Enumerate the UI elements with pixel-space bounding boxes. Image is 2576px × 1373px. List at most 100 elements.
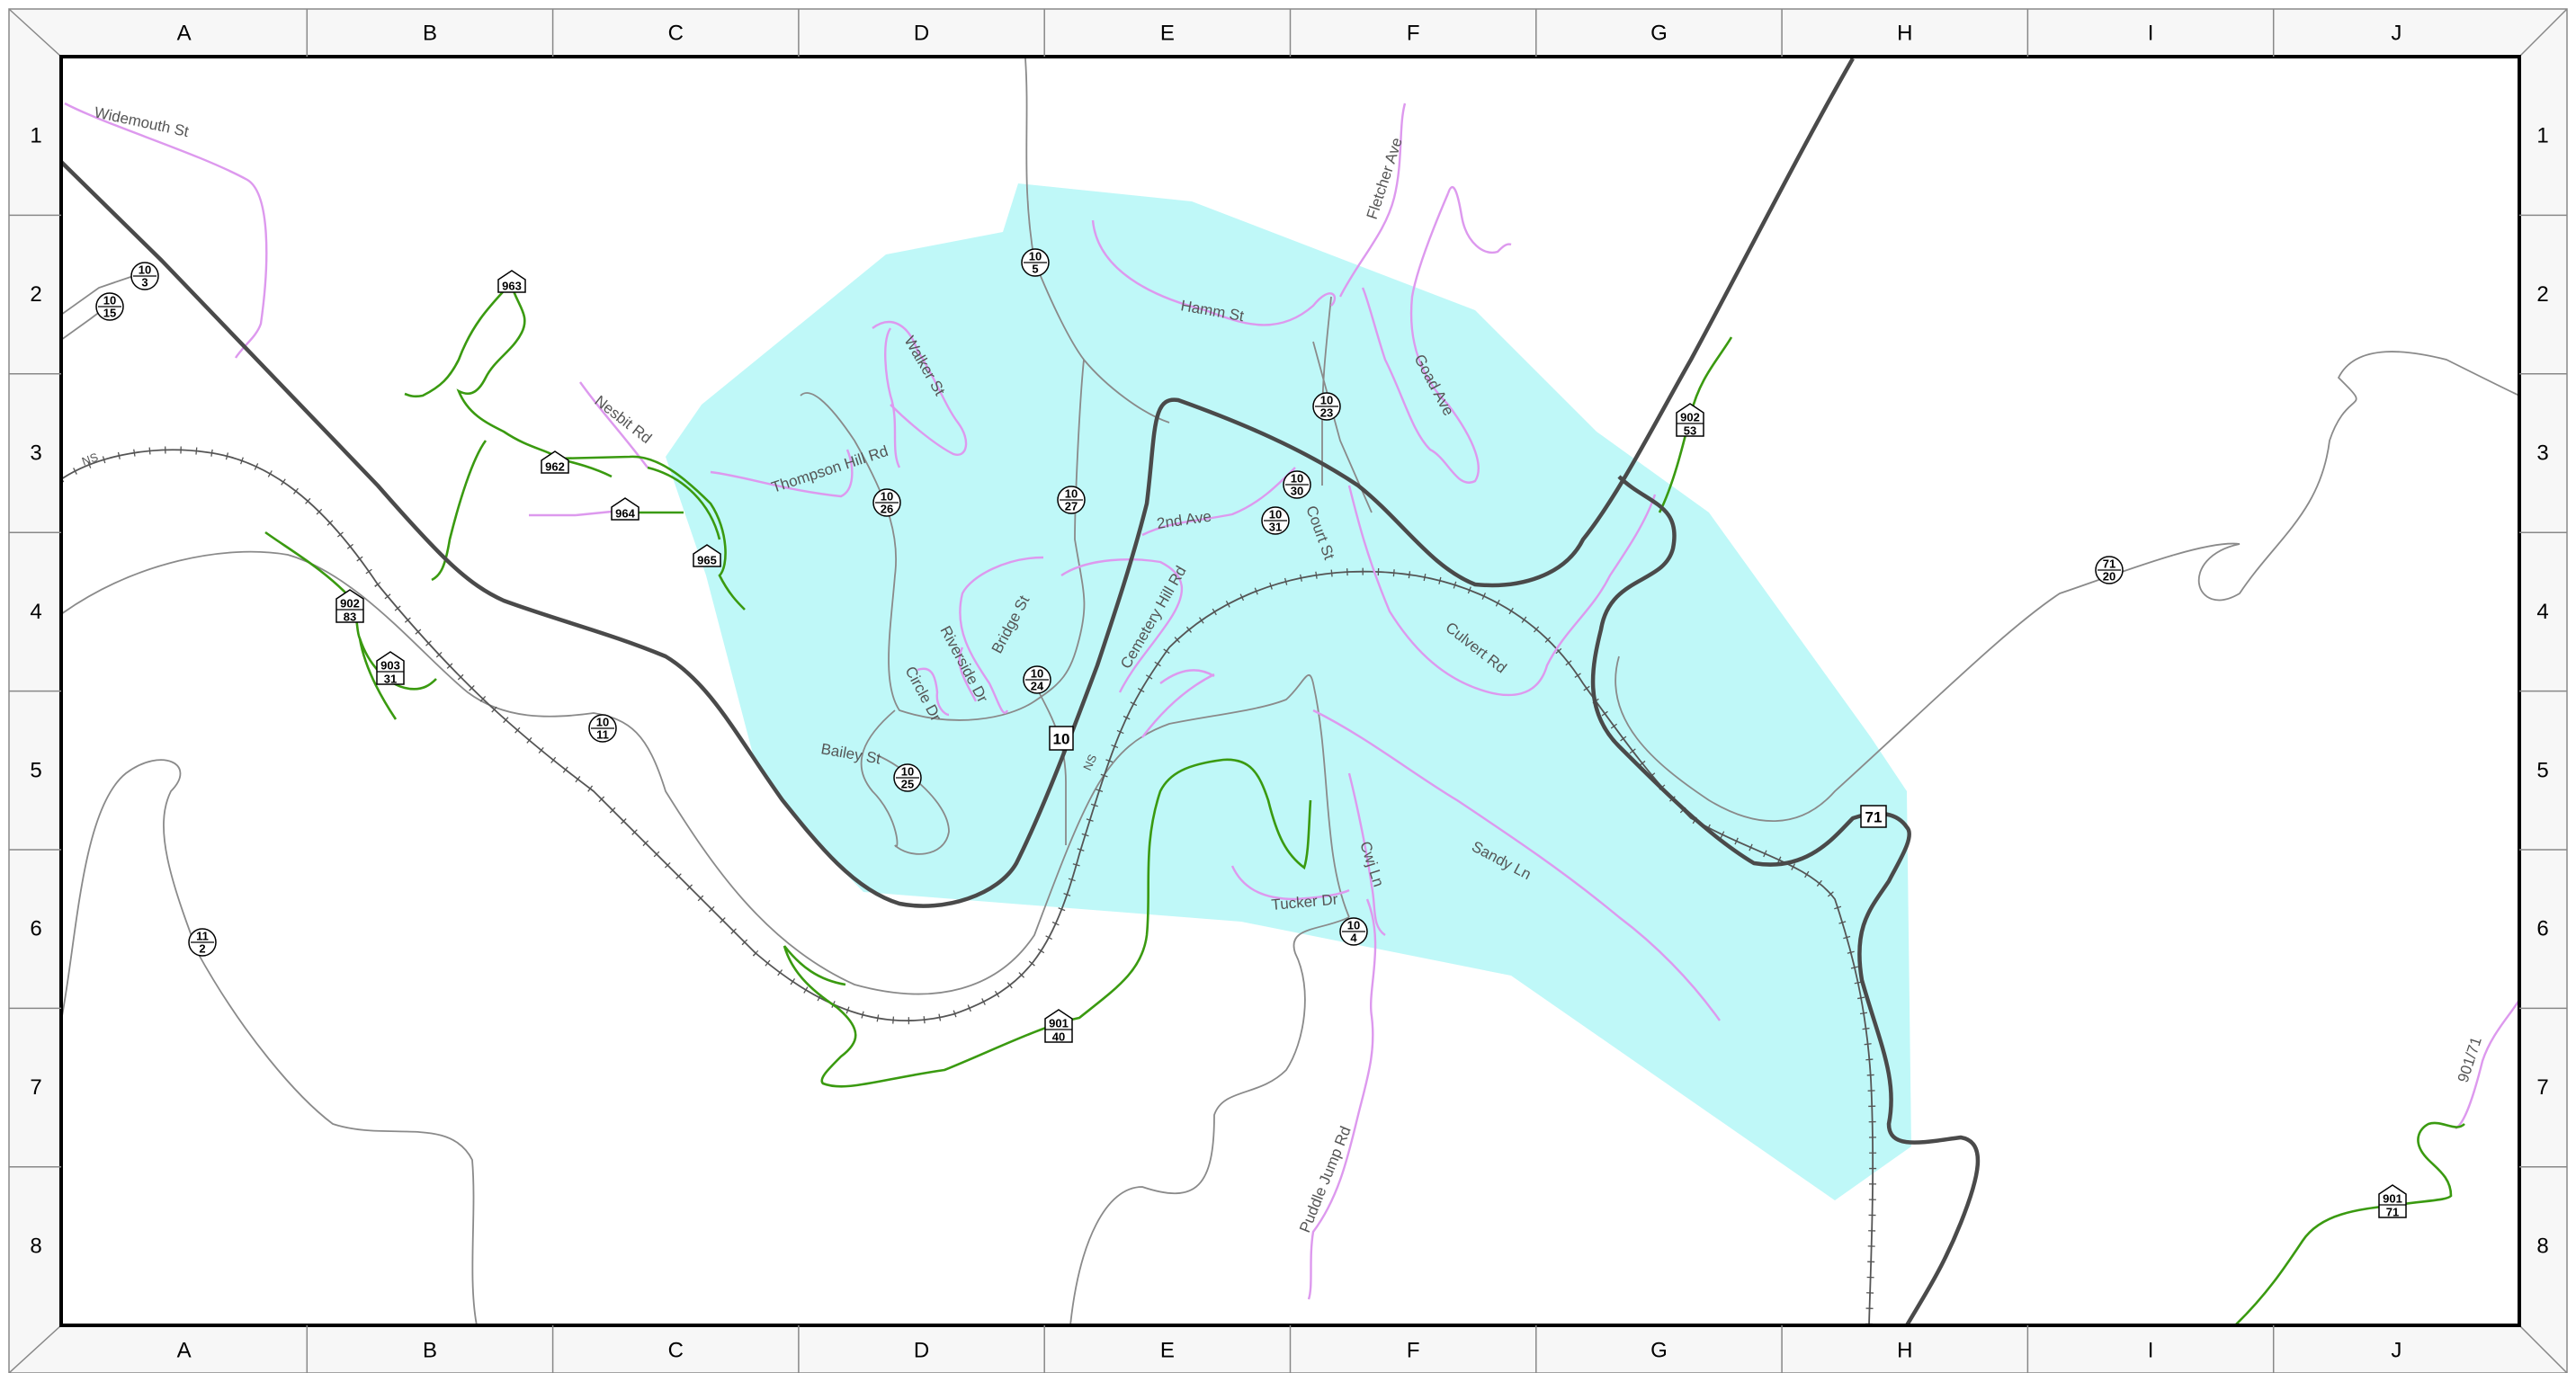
street-hamm (1091, 219, 1337, 326)
shield-10-4-bottom: 4 (1350, 932, 1357, 945)
shield-10-25-bottom: 25 (901, 778, 914, 791)
shield-10-15-bottom: 15 (103, 307, 116, 320)
shield-962-top: 962 (545, 460, 565, 474)
grid-col-bottom-J: J (2391, 1339, 2402, 1363)
grid-row-left-6: 6 (30, 917, 41, 941)
grid-col-bottom-B: B (423, 1339, 437, 1363)
grid-row-right-4: 4 (2536, 600, 2548, 624)
route-901-71 (2235, 1121, 2465, 1324)
grid-col-top-C: C (668, 22, 684, 46)
route-963-south (431, 440, 487, 582)
shield-10-30-bottom: 30 (1291, 485, 1303, 498)
street-sandy (1312, 709, 1721, 1021)
grid-row-right-7: 7 (2536, 1075, 2548, 1100)
grid-col-top-A: A (177, 22, 192, 46)
grid-row-right-5: 5 (2536, 758, 2548, 782)
grid-row-right-6: 6 (2536, 917, 2548, 941)
route-marker-71: 71 (1860, 805, 1887, 828)
grid-row-left-3: 3 (30, 441, 41, 466)
street-bridge (959, 556, 1044, 714)
shield-71-20-top: 71 (2103, 557, 2115, 571)
grid-col-top-I: I (2148, 22, 2154, 46)
shield-10-5: 105 (1021, 248, 1050, 277)
circle-shields: 1031015105102310261027103010311024101110… (95, 248, 2124, 957)
grid-col-bottom-E: E (1160, 1339, 1175, 1363)
street-cemetery-hill (1060, 558, 1183, 693)
municipal-area (666, 183, 1911, 1200)
street-riverside (958, 646, 978, 702)
route-963-west (404, 282, 512, 398)
route-901-40-west (783, 945, 846, 986)
grid-col-bottom-A: A (177, 1339, 192, 1363)
grid-row-right-3: 3 (2536, 441, 2548, 466)
street-tucker (1230, 865, 1350, 901)
street-goad-east (1446, 186, 1512, 254)
route-marker-71-label: 71 (1865, 809, 1883, 826)
shield-10-11-top: 10 (596, 716, 609, 729)
shield-10-27-bottom: 27 (1065, 500, 1078, 513)
shield-71-20-bottom: 20 (2103, 570, 2115, 584)
road-10-4 (1069, 916, 1350, 1324)
shield-10-11-bottom: 11 (596, 728, 609, 742)
shield-10-24-top: 10 (1031, 667, 1043, 681)
shield-11-2: 112 (188, 928, 217, 957)
shield-10-3: 103 (130, 262, 159, 290)
grid-col-top-F: F (1407, 22, 1420, 46)
shield-10-3-bottom: 3 (141, 276, 148, 290)
street-2nd-ave (1141, 467, 1296, 537)
shield-964: 964 (611, 497, 640, 521)
route-marker-10-label: 10 (1053, 731, 1070, 748)
shield-11-2-top: 11 (196, 930, 209, 943)
street-widemouth (64, 102, 268, 359)
highway-west (63, 58, 1855, 908)
grid-col-bottom-F: F (1407, 1339, 1420, 1363)
grid-row-right-2: 2 (2536, 282, 2548, 307)
shield-10-4-top: 10 (1347, 919, 1360, 932)
shield-903-31-top: 903 (380, 659, 400, 673)
shield-10-31-top: 10 (1269, 508, 1282, 522)
grid-row-left-4: 4 (30, 600, 41, 624)
grid-col-bottom-D: D (914, 1339, 929, 1363)
grid-col-top-B: B (423, 22, 437, 46)
grid-col-bottom-G: G (1650, 1339, 1668, 1363)
grid-row-right-8: 8 (2536, 1235, 2548, 1259)
shield-10-31-bottom: 31 (1269, 521, 1282, 534)
grid-col-top-G: G (1650, 22, 1668, 46)
shield-965-top: 965 (697, 554, 717, 567)
railroad-line (63, 449, 1874, 1324)
railroad (63, 446, 1877, 1324)
shield-963: 963 (497, 270, 526, 293)
shield-10-23-bottom: 23 (1320, 406, 1333, 420)
shield-901-71-bottom: 71 (2386, 1206, 2399, 1219)
street-cwj (1347, 772, 1386, 936)
label-railroad-center: NS (1080, 752, 1099, 772)
shield-10-4: 104 (1339, 917, 1368, 946)
shield-10-5-top: 10 (1029, 250, 1042, 263)
label-railroad-west: NS (80, 450, 100, 468)
shield-964-top: 964 (615, 507, 635, 521)
street-901-71 (2455, 1000, 2518, 1130)
street-east-loop (1141, 669, 1215, 738)
route-903-31 (358, 637, 437, 691)
street-fletcher (1338, 103, 1407, 298)
shield-902-53-bottom: 53 (1684, 424, 1696, 438)
shield-10-15-top: 10 (103, 294, 116, 308)
grid-col-bottom-I: I (2148, 1339, 2154, 1363)
shield-10-30-top: 10 (1291, 472, 1303, 486)
shield-901-40-top: 901 (1049, 1017, 1069, 1030)
shield-10-26-top: 10 (881, 490, 893, 504)
grid-row-left-5: 5 (30, 758, 41, 782)
shield-10-3-top: 10 (139, 263, 151, 277)
